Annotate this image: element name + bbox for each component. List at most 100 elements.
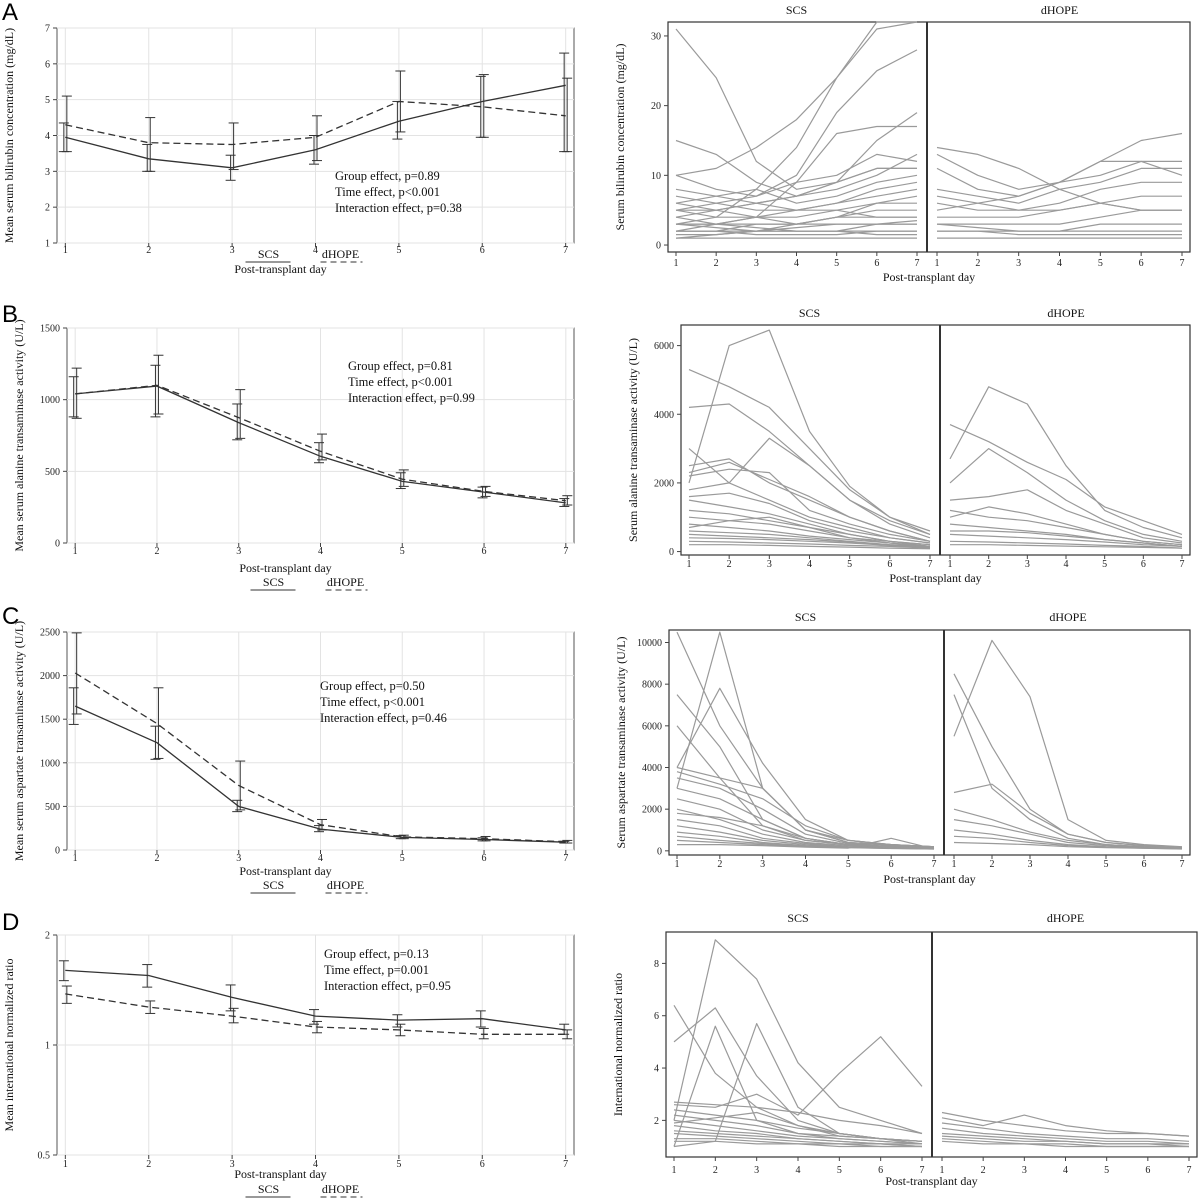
trajectory-line-dhope — [941, 1122, 1190, 1142]
trajectory-line-dhope — [937, 209, 1182, 225]
facet-strip-label-scs: SCS — [795, 610, 816, 624]
trajectory-line-scs — [689, 544, 931, 550]
trajectory-line-scs — [677, 837, 935, 850]
trajectory-line-scs — [673, 1111, 923, 1142]
x-tick-label: 5 — [400, 853, 405, 864]
y-axis-label: International normalized ratio — [611, 973, 625, 1116]
trajectory-line-scs — [673, 1036, 923, 1116]
trajectory-line-dhope — [953, 639, 1183, 848]
y-tick-label: 3 — [45, 167, 50, 178]
plot-frame — [668, 629, 1191, 856]
x-tick-label: 7 — [928, 559, 933, 570]
x-tick-label: 3 — [1025, 559, 1030, 570]
stat-line: Interaction effect, p=0.99 — [348, 391, 475, 405]
y-tick-label: 2000 — [654, 478, 674, 489]
x-tick-label: 7 — [932, 859, 937, 870]
x-tick-label: 3 — [230, 245, 235, 256]
x-tick-label: 3 — [236, 546, 241, 557]
trajectory-line-dhope — [949, 533, 1183, 547]
legend-label-dhope: dHOPE — [327, 575, 364, 589]
x-tick-label: 3 — [1016, 258, 1021, 269]
trajectory-line-scs — [676, 223, 917, 236]
trajectory-line-scs — [688, 537, 931, 548]
y-tick-label: 4000 — [642, 763, 662, 774]
trajectory-line-scs — [673, 1101, 923, 1135]
x-axis-label: Post-transplant day — [883, 872, 975, 886]
y-tick-label: 30 — [651, 31, 661, 42]
legend-label-scs: SCS — [263, 878, 284, 892]
facet-strip-label-scs: SCS — [799, 306, 820, 320]
trajectory-line-dhope — [941, 1140, 1189, 1148]
trajectory-line-scs — [675, 21, 918, 176]
y-tick-label: 1000 — [40, 758, 60, 769]
plot-frame — [680, 324, 1191, 556]
y-tick-label: 7 — [45, 24, 50, 35]
y-tick-label: 0 — [657, 846, 662, 857]
y-axis-label: Mean serum aspartate transaminase activi… — [12, 621, 26, 861]
panel-letter-c: C — [2, 603, 19, 630]
trajectory-line-dhope — [941, 1127, 1190, 1145]
x-tick-label: 4 — [1066, 859, 1071, 870]
y-axis-label: Mean serum alanine transaminase activity… — [12, 319, 26, 551]
facet-strip-label-scs: SCS — [787, 911, 808, 925]
x-tick-label: 4 — [313, 1159, 318, 1170]
y-axis-label: Mean international normalized ratio — [2, 959, 16, 1132]
stat-line: Group effect, p=0.50 — [320, 679, 425, 693]
x-tick-label: 2 — [981, 1165, 986, 1176]
x-tick-label: 1 — [73, 546, 78, 557]
panel-c-individual-chart: SCS 1 2 3 4 5 6 7 dHOPE 1 2 3 4 5 6 7 0 2000 4000 6000 8000 1… — [614, 610, 1191, 886]
trajectory-line-dhope — [941, 1135, 1190, 1148]
stat-line: Group effect, p=0.89 — [335, 169, 440, 183]
x-tick-label: 3 — [767, 559, 772, 570]
y-tick-label: 1000 — [40, 395, 60, 406]
x-tick-label: 4 — [318, 546, 323, 557]
panel-c-mean-chart: 0 500 1000 1500 2000 2500 1 2 3 4 5 6 7 Group effect,… — [12, 621, 575, 894]
series-line-dhope — [65, 993, 566, 1035]
x-axis-label: Post-transplant day — [885, 1174, 977, 1188]
y-tick-label: 6 — [654, 1011, 659, 1022]
x-tick-label: 6 — [1142, 859, 1147, 870]
y-tick-label: 8 — [654, 959, 659, 970]
x-tick-label: 1 — [672, 1165, 677, 1176]
trajectory-line-dhope — [937, 230, 1182, 236]
y-axis-label: Serum bilirubin concentration (mg/dL) — [613, 44, 627, 231]
y-tick-label: 8000 — [642, 680, 662, 691]
x-tick-label: 3 — [1022, 1165, 1027, 1176]
series-line-scs — [74, 705, 566, 843]
x-tick-label: 6 — [1145, 1165, 1150, 1176]
x-tick-label: 6 — [482, 546, 487, 557]
trajectory-line-dhope — [953, 841, 1183, 850]
x-tick-label: 6 — [878, 1165, 883, 1176]
y-tick-label: 2 — [45, 203, 50, 214]
x-axis-label: Post-transplant day — [889, 571, 981, 585]
trajectory-line-scs — [676, 812, 935, 849]
y-tick-label: 4 — [45, 131, 50, 142]
x-tick-label: 4 — [313, 245, 318, 256]
y-tick-label: 1500 — [40, 324, 60, 335]
x-tick-label: 1 — [948, 559, 953, 570]
facet-strip-label-dhope: dHOPE — [1049, 610, 1086, 624]
x-tick-label: 5 — [1098, 258, 1103, 269]
x-tick-label: 6 — [1141, 559, 1146, 570]
trajectory-line-scs — [676, 153, 918, 211]
trajectory-line-scs — [673, 939, 923, 1135]
stat-line: Group effect, p=0.81 — [348, 359, 453, 373]
trajectory-line-scs — [676, 771, 935, 848]
legend-label-dhope: dHOPE — [322, 247, 359, 261]
y-tick-label: 0.5 — [38, 1151, 51, 1162]
x-tick-label: 2 — [154, 546, 159, 557]
trajectory-line-dhope — [941, 1114, 1190, 1137]
x-tick-label: 7 — [1187, 1165, 1192, 1176]
trajectory-line-dhope — [949, 386, 1183, 539]
x-tick-label: 4 — [807, 559, 812, 570]
stat-line: Interaction effect, p=0.46 — [320, 711, 447, 725]
y-tick-label: 500 — [45, 467, 60, 478]
x-tick-label: 4 — [1063, 1165, 1068, 1176]
x-tick-label: 2 — [714, 258, 719, 269]
x-tick-label: 2 — [146, 245, 151, 256]
trajectory-line-scs — [675, 195, 918, 239]
panel-letter-b: B — [2, 301, 18, 328]
x-tick-label: 5 — [396, 245, 401, 256]
x-tick-label: 2 — [717, 859, 722, 870]
legend-label-dhope: dHOPE — [327, 878, 364, 892]
